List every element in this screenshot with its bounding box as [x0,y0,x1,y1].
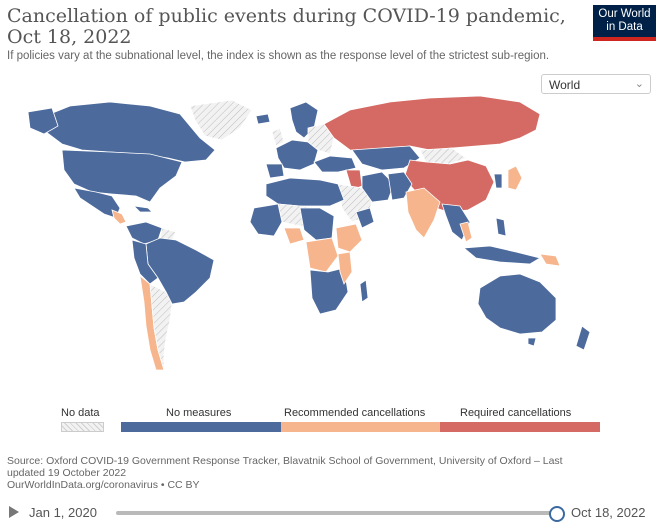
region-congo [305,237,339,273]
logo-accent-bar [593,37,656,41]
legend-label-recommended: Recommended cancellations [284,407,426,419]
region-peru-bolivia [131,239,159,285]
world-map [27,95,591,371]
region-korea [493,173,503,189]
region-alaska [27,107,59,135]
region-canada [39,101,216,163]
region-central-africa-north [299,207,335,241]
region-usa [61,149,183,203]
region-iberia [265,163,285,179]
region-nigeria [283,227,305,245]
logo-line-1: Our World [598,8,651,20]
region-select-value: World [549,78,581,92]
region-mongolia [419,147,467,165]
chart-subtitle: If policies vary at the subnational leve… [7,50,550,62]
timeline-end-label: Oct 18, 2022 [571,505,646,520]
region-southern-africa [309,267,349,315]
timeline-start-label: Jan 1, 2020 [29,505,97,520]
region-west-africa [249,203,283,237]
region-select[interactable]: World ⌄ [541,74,651,94]
legend-swatch-recommended [281,422,440,432]
region-uk [271,127,285,147]
region-east-africa [335,223,363,253]
region-madagascar [359,279,369,303]
legend-label-no-data: No data [61,407,100,419]
region-north-africa [265,177,345,207]
region-thailand [459,221,473,243]
region-balkans-turkey [313,155,357,173]
source-note: Source: Oxford COVID-19 Government Respo… [7,455,597,491]
owid-logo[interactable]: Our World in Data [593,5,656,41]
region-horn [355,207,375,229]
region-argentina [149,283,173,371]
legend-swatch-no-data [61,422,104,432]
chart-title: Cancellation of public events during COV… [7,5,566,48]
region-japan [507,165,523,191]
chevron-down-icon: ⌄ [634,78,644,90]
region-new-zealand [575,325,591,351]
legend-label-no-measures: No measures [166,407,232,419]
timeline: Jan 1, 2020 Oct 18, 2022 [0,500,663,528]
region-philippines [495,217,507,237]
source-line-2: updated 19 October 2022 [7,467,127,479]
region-india [405,187,441,239]
region-australia [477,273,557,335]
timeline-track[interactable] [116,511,557,515]
region-mozambique [337,251,353,285]
play-icon[interactable] [9,506,19,518]
region-caribbean [132,205,153,213]
logo-line-2: in Data [606,21,643,33]
region-papua [539,253,561,267]
timeline-handle[interactable] [549,506,565,522]
region-russia [323,95,541,153]
region-tasmania [527,337,537,347]
legend-swatch-no-measures [121,422,281,432]
region-greenland [189,99,253,141]
legend-label-required: Required cancellations [460,407,572,419]
source-line-1: Source: Oxford COVID-19 Government Respo… [7,455,563,467]
region-indonesia [462,245,542,265]
region-central-america [111,209,127,225]
region-iceland [255,113,271,125]
region-western-europe [275,139,319,171]
source-line-3[interactable]: OurWorldInData.org/coronavirus • CC BY [7,479,200,491]
legend-swatch-required [440,422,600,432]
